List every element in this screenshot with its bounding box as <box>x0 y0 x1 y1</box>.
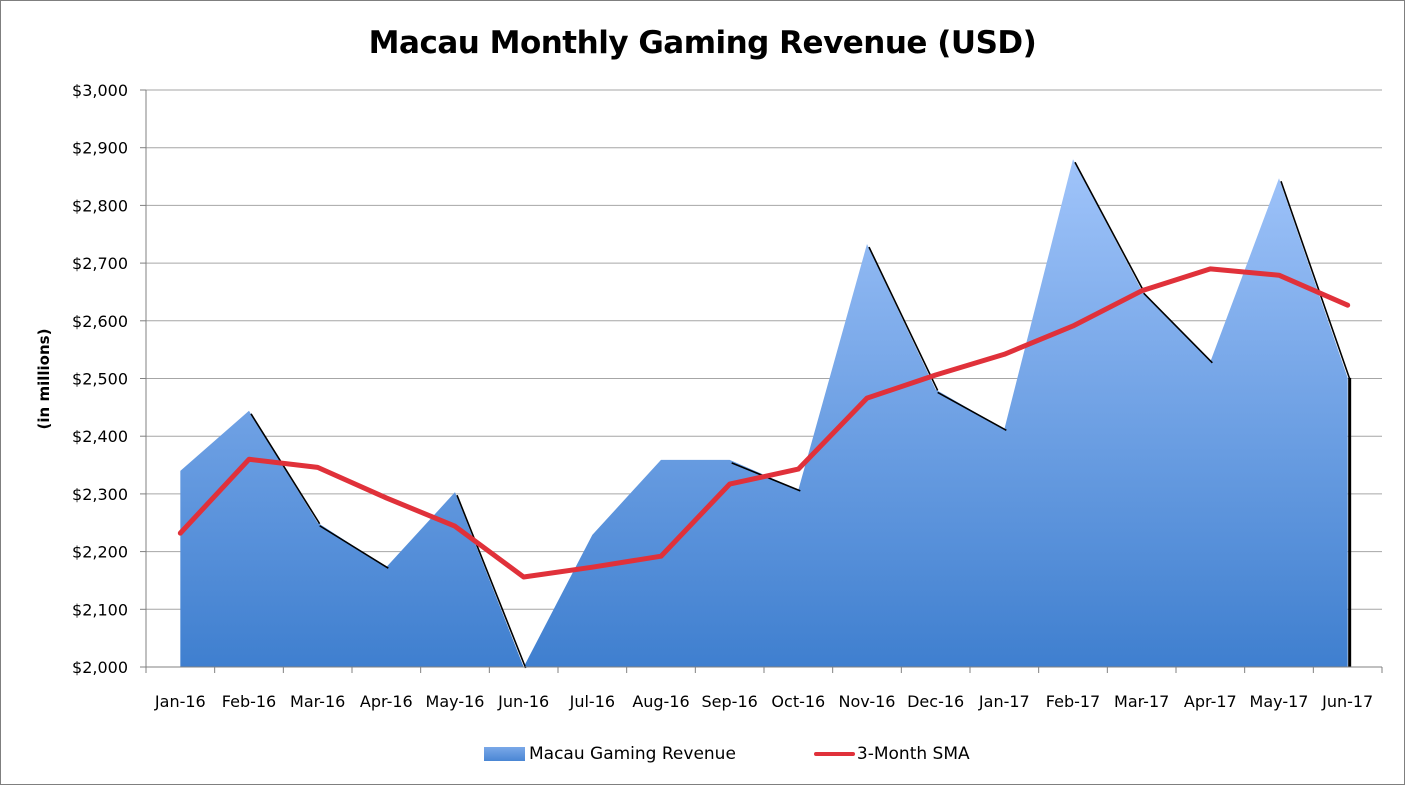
y-tick-label: $2,400 <box>72 427 128 446</box>
x-tick-label: Mar-16 <box>290 692 345 711</box>
sma-line <box>177 266 1351 580</box>
x-tick-label: May-16 <box>426 692 485 711</box>
x-tick-label: Aug-16 <box>632 692 689 711</box>
y-tick-label: $2,500 <box>72 370 128 389</box>
revenue-area <box>180 159 1352 669</box>
axes: Jan-16 Feb-16 Mar-16 Apr-16 May-16 Jun-16 Jul-… <box>145 90 1383 711</box>
y-tick-label: $2,900 <box>72 139 128 158</box>
y-tick-label: $2,200 <box>72 543 128 562</box>
y-tick-label: $2,600 <box>72 312 128 331</box>
y-tick-label: $3,000 <box>72 81 128 100</box>
legend: Macau Gaming Revenue 3-Month SMA <box>484 744 970 764</box>
x-tick-label: Jun-16 <box>497 692 549 711</box>
chart-title: Macau Monthly Gaming Revenue (USD) <box>368 25 1037 61</box>
x-tick-label: Jun-17 <box>1321 692 1373 711</box>
x-tick-label: Jan-17 <box>978 692 1030 711</box>
x-tick-label: Jul-16 <box>569 692 615 711</box>
legend-sma-swatch <box>813 752 855 756</box>
x-tick-label: Apr-16 <box>360 692 413 711</box>
x-tick-label: May-17 <box>1250 692 1309 711</box>
x-tick-label: Feb-16 <box>222 692 276 711</box>
y-tick-label: $2,700 <box>72 254 128 273</box>
y-tick-label: $2,100 <box>72 600 128 619</box>
x-tick-label: Dec-16 <box>907 692 964 711</box>
x-tick-label: Apr-17 <box>1184 692 1237 711</box>
y-tick-label: $2,800 <box>72 196 128 215</box>
legend-sma-label: 3-Month SMA <box>856 744 970 764</box>
x-tick-label: Feb-17 <box>1046 692 1100 711</box>
x-tick-label: Nov-16 <box>839 692 896 711</box>
legend-revenue-swatch <box>484 747 525 761</box>
legend-revenue-label: Macau Gaming Revenue <box>529 744 736 764</box>
x-tick-label: Oct-16 <box>771 692 825 711</box>
y-tick-label: $2,000 <box>72 658 128 677</box>
x-tick-label: Sep-16 <box>702 692 758 711</box>
y-tick-label: $2,300 <box>72 485 128 504</box>
x-tick-label: Jan-16 <box>154 692 206 711</box>
x-tick-label: Mar-17 <box>1114 692 1169 711</box>
